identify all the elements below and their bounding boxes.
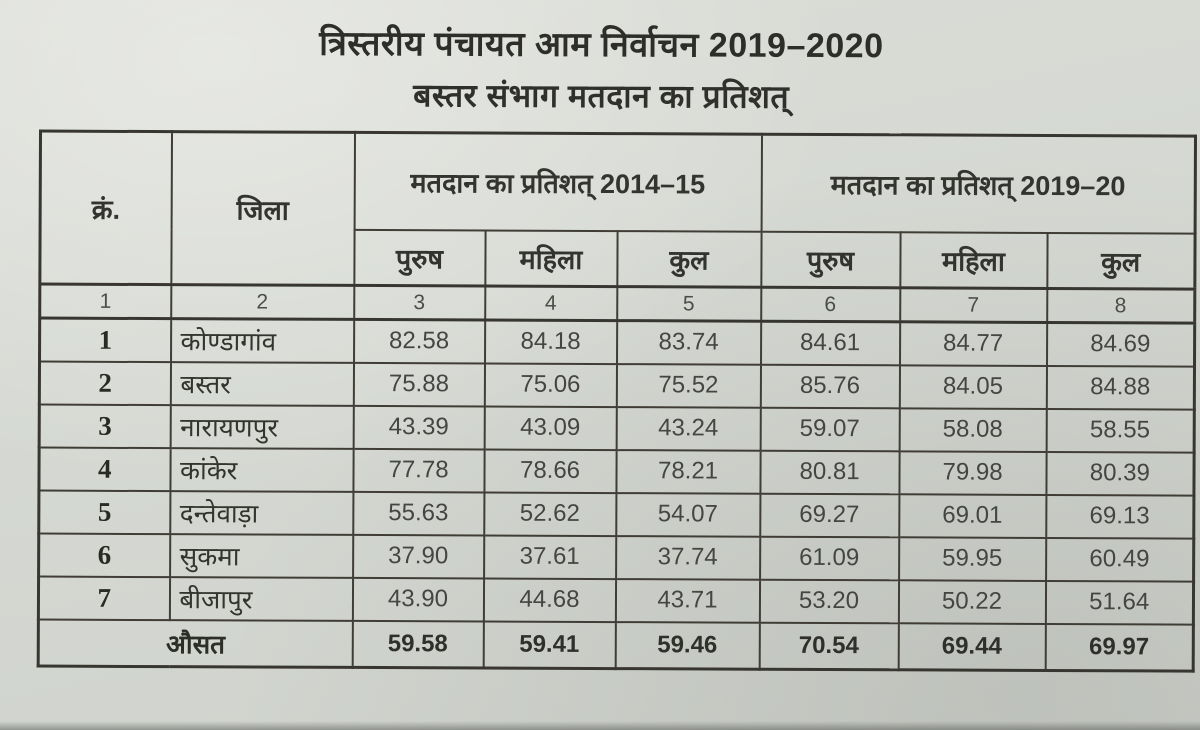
total-2014-cell: 83.74 xyxy=(616,320,761,365)
female-2014-cell: 44.68 xyxy=(483,577,616,622)
male-2019-cell: 59.07 xyxy=(760,407,900,451)
male-2019-cell: 53.20 xyxy=(759,579,899,623)
district-cell: कांकेर xyxy=(169,447,354,492)
male-2019-cell: 69.27 xyxy=(759,493,899,537)
male-2019-cell: 80.81 xyxy=(759,450,900,494)
total-2019-cell: 69.13 xyxy=(1045,494,1194,539)
column-number: 4 xyxy=(484,285,617,321)
total-2014-cell: 78.21 xyxy=(615,449,761,494)
average-female-2019: 69.44 xyxy=(898,622,1046,671)
male-2014-cell: 55.63 xyxy=(352,491,484,535)
female-2014-cell: 52.62 xyxy=(483,491,616,536)
total-2019-cell: 60.49 xyxy=(1045,537,1194,582)
female-2019-cell: 79.98 xyxy=(898,450,1047,495)
table-row-narayanpur: 3 नारायणपुर 43.39 43.09 43.24 59.07 58.0… xyxy=(39,404,1195,453)
average-total-2014: 59.46 xyxy=(615,621,760,670)
total-2014-cell: 75.52 xyxy=(616,363,761,408)
total-2014-cell: 43.71 xyxy=(615,578,760,623)
header-male-2014: पुरुष xyxy=(353,229,486,286)
column-number: 5 xyxy=(616,286,761,322)
serial-cell: 1 xyxy=(39,318,171,362)
female-2014-cell: 78.66 xyxy=(483,448,617,493)
column-number: 2 xyxy=(170,284,354,320)
header-total-2014: कुल xyxy=(616,230,762,288)
header-serial: क्रं. xyxy=(39,131,172,285)
document-subtitle: बस्तर संभाग मतदान का प्रतिशत् xyxy=(413,77,790,115)
voting-percentage-table: क्रं. जिला मतदान का प्रतिशत् 2014–15 मतद… xyxy=(36,129,1198,673)
total-2014-cell: 43.24 xyxy=(616,406,761,451)
female-2019-cell: 50.22 xyxy=(898,579,1046,624)
column-number: 8 xyxy=(1046,288,1195,324)
header-group-row: क्रं. जिला मतदान का प्रतिशत् 2014–15 मतद… xyxy=(39,131,1196,286)
header-male-2019: पुरुष xyxy=(760,231,901,288)
header-district: जिला xyxy=(170,131,355,286)
average-male-2019: 70.54 xyxy=(759,622,899,670)
table-row-bastar: 2 बस्तर 75.88 75.06 75.52 85.76 84.05 84… xyxy=(39,361,1195,410)
header-total-2019: कुल xyxy=(1046,232,1196,290)
serial-cell: 6 xyxy=(38,533,170,577)
male-2014-cell: 43.39 xyxy=(353,405,485,449)
average-label: औसत xyxy=(38,619,353,668)
total-2019-cell: 84.88 xyxy=(1046,365,1195,410)
column-number: 7 xyxy=(899,287,1047,323)
column-number: 6 xyxy=(760,287,900,322)
female-2014-cell: 84.18 xyxy=(484,319,617,364)
female-2019-cell: 84.77 xyxy=(899,321,1047,366)
serial-cell: 4 xyxy=(38,447,171,491)
male-2014-cell: 82.58 xyxy=(353,319,485,363)
table-row-sukma: 6 सुकमा 37.90 37.61 37.74 61.09 59.95 60… xyxy=(38,533,1194,582)
serial-cell: 7 xyxy=(38,576,170,620)
average-female-2014: 59.41 xyxy=(483,620,616,669)
total-2019-cell: 51.64 xyxy=(1045,580,1194,625)
header-group-2014-15: मतदान का प्रतिशत् 2014–15 xyxy=(354,132,762,232)
male-2019-cell: 61.09 xyxy=(759,536,899,580)
total-2014-cell: 37.74 xyxy=(615,535,760,580)
column-number: 1 xyxy=(39,284,171,319)
male-2014-cell: 75.88 xyxy=(353,362,485,406)
total-2019-cell: 58.55 xyxy=(1046,408,1195,453)
total-2014-cell: 54.07 xyxy=(615,492,760,537)
total-2019-cell: 80.39 xyxy=(1045,451,1195,496)
serial-cell: 5 xyxy=(38,490,170,534)
header-female-2019: महिला xyxy=(899,231,1048,289)
female-2019-cell: 84.05 xyxy=(899,364,1047,409)
serial-cell: 2 xyxy=(39,361,171,405)
female-2014-cell: 37.61 xyxy=(483,534,616,579)
female-2019-cell: 59.95 xyxy=(898,536,1046,581)
male-2014-cell: 43.90 xyxy=(352,577,484,621)
table-row-bijapur: 7 बीजापुर 43.90 44.68 43.71 53.20 50.22 … xyxy=(38,576,1194,625)
female-2014-cell: 75.06 xyxy=(484,362,617,407)
district-cell: बस्तर xyxy=(170,361,354,406)
male-2019-cell: 84.61 xyxy=(760,321,900,365)
document-title: त्रिस्तरीय पंचायत आम निर्वाचन 2019–2020 xyxy=(319,24,884,66)
district-cell: दन्तेवाड़ा xyxy=(169,490,353,535)
table-row-average: औसत 59.58 59.41 59.46 70.54 69.44 69.97 xyxy=(38,619,1194,672)
female-2014-cell: 43.09 xyxy=(484,405,617,450)
serial-cell: 3 xyxy=(39,404,171,448)
average-total-2019: 69.97 xyxy=(1045,623,1194,672)
table-row-kondagaon: 1 कोण्डागांव 82.58 84.18 83.74 84.61 84.… xyxy=(39,318,1195,367)
header-group-2019-20: मतदान का प्रतिशत् 2019–20 xyxy=(761,134,1196,234)
column-number-row: 1 2 3 4 5 6 7 8 xyxy=(39,284,1195,324)
total-2019-cell: 84.69 xyxy=(1046,322,1195,367)
male-2014-cell: 77.78 xyxy=(352,448,485,492)
header-female-2014: महिला xyxy=(484,229,618,287)
district-cell: कोण्डागांव xyxy=(170,318,354,363)
district-cell: बीजापुर xyxy=(169,576,353,621)
male-2014-cell: 37.90 xyxy=(352,534,484,578)
table-row-dantewada: 5 दन्तेवाड़ा 55.63 52.62 54.07 69.27 69.… xyxy=(38,490,1194,539)
female-2019-cell: 69.01 xyxy=(898,493,1046,538)
district-cell: सुकमा xyxy=(169,533,353,578)
column-number: 3 xyxy=(353,285,485,320)
district-cell: नारायणपुर xyxy=(170,404,354,449)
average-male-2014: 59.58 xyxy=(352,620,484,668)
table-row-kanker: 4 कांकेर 77.78 78.66 78.21 80.81 79.98 8… xyxy=(38,447,1195,496)
female-2019-cell: 58.08 xyxy=(899,407,1047,452)
male-2019-cell: 85.76 xyxy=(760,364,900,408)
